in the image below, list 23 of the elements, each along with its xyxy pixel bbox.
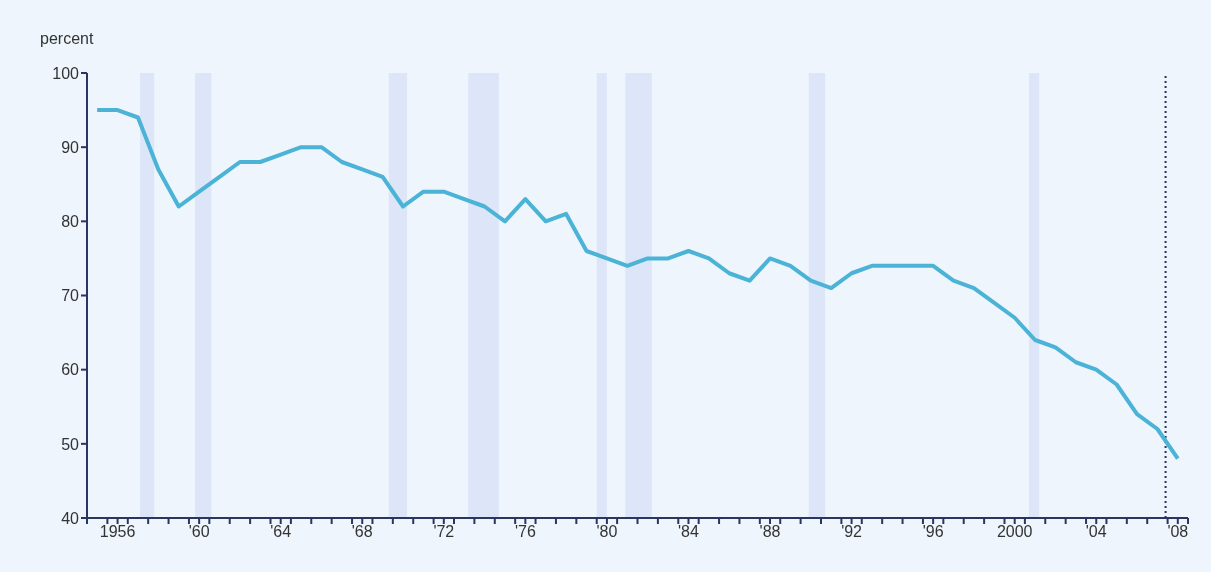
x-tick-label: '88: [759, 523, 781, 541]
x-tick-label: '04: [1085, 523, 1107, 541]
y-tick-label: 90: [61, 138, 80, 156]
x-tick-label: 1956: [99, 523, 136, 541]
y-axis-title: percent: [40, 30, 94, 48]
y-tick-label: 70: [61, 287, 80, 305]
x-tick-label: '92: [841, 523, 863, 541]
x-tick-label: '80: [596, 523, 618, 541]
x-tick-label: 2000: [996, 523, 1033, 541]
x-tick-label: '84: [678, 523, 699, 541]
y-tick-label: 40: [61, 509, 80, 527]
x-tick-label: '68: [351, 523, 373, 541]
y-tick-label: 50: [61, 435, 80, 453]
y-tick-label: 100: [52, 64, 80, 82]
x-tick-label: '72: [433, 523, 455, 541]
line-series: [95, 108, 1180, 461]
x-tick-label: '60: [188, 523, 210, 541]
x-tick-label: '64: [270, 523, 292, 541]
y-tick-label: 60: [61, 361, 80, 379]
x-tick-label: '08: [1167, 523, 1189, 541]
x-tick-label: '96: [922, 523, 944, 541]
y-tick-label: 80: [61, 213, 80, 231]
x-tick-label: '76: [514, 523, 536, 541]
